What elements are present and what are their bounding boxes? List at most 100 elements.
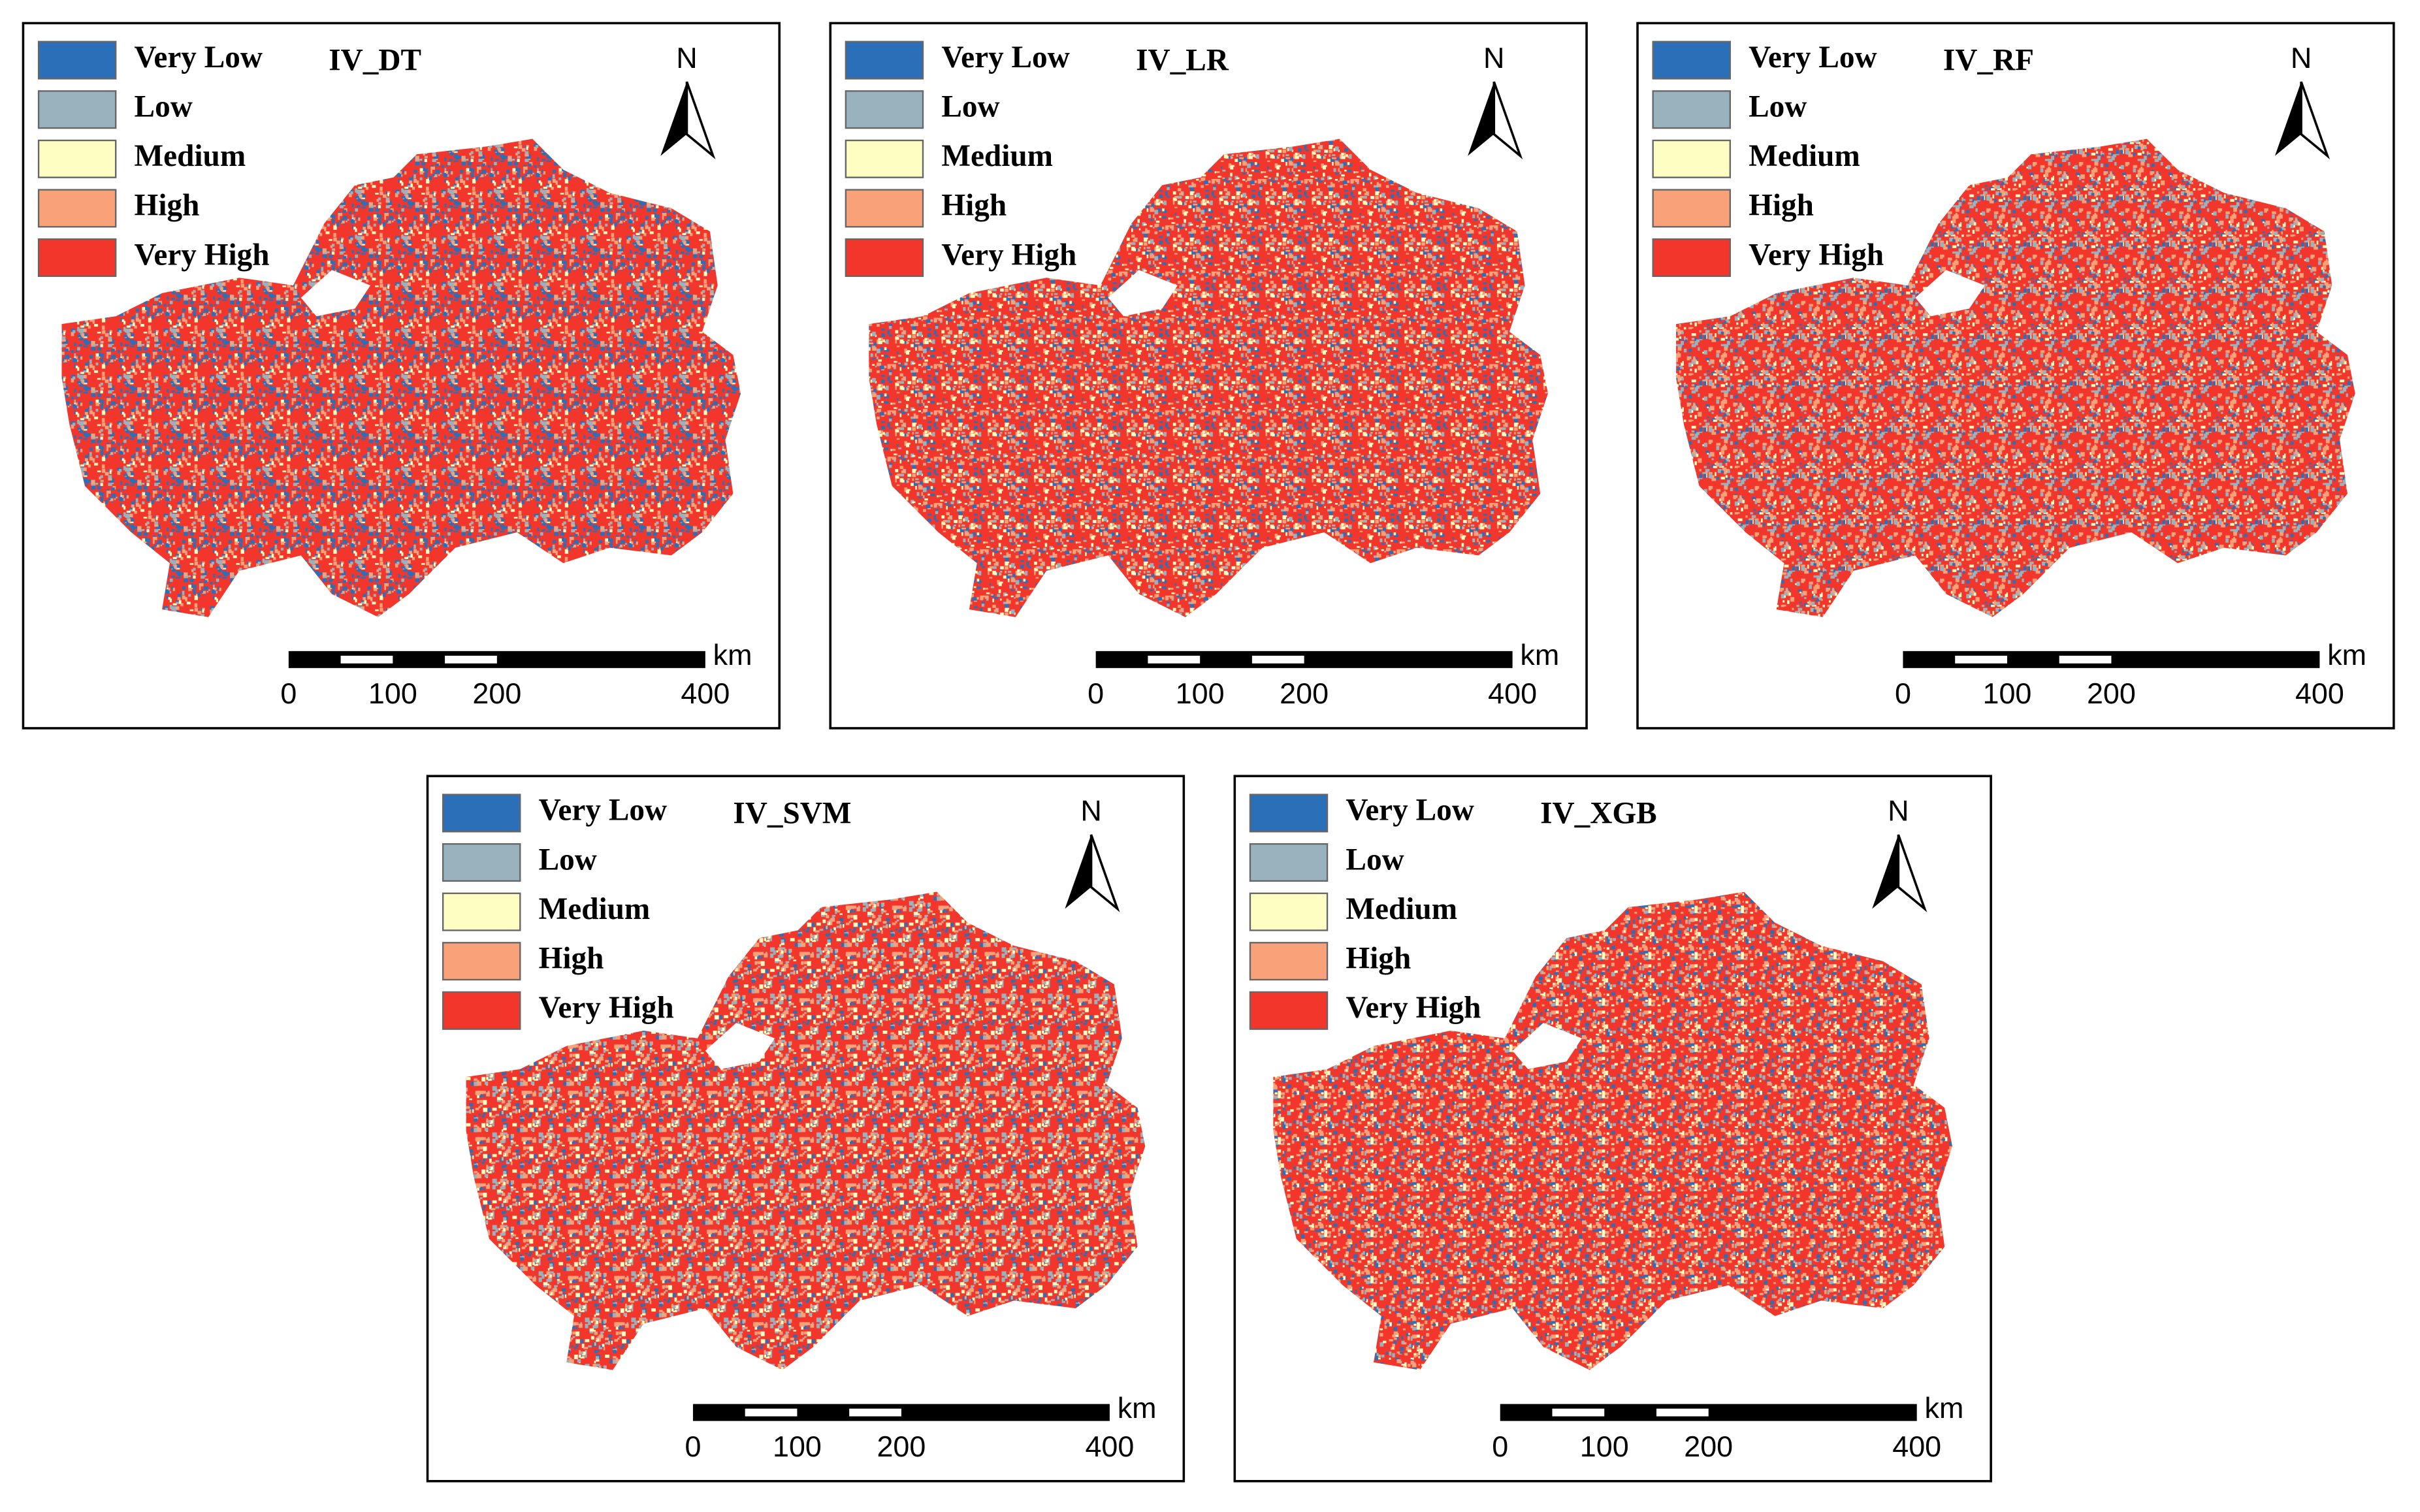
legend-swatch bbox=[845, 238, 924, 278]
legend-label: Very Low bbox=[941, 40, 1069, 74]
region-map bbox=[869, 138, 1548, 617]
legend-label: Medium bbox=[941, 139, 1053, 173]
scale-bar-gap bbox=[849, 1408, 901, 1417]
scale-tick-label: 0 bbox=[685, 1430, 701, 1463]
legend-label: Medium bbox=[1346, 892, 1457, 926]
legend-swatch bbox=[1249, 794, 1329, 833]
legend-label: Very Low bbox=[1749, 40, 1877, 74]
legend-swatch bbox=[1652, 139, 1731, 178]
north-label: N bbox=[1483, 41, 1504, 74]
scale-bar-gap bbox=[745, 1408, 798, 1417]
legend-label: Medium bbox=[1749, 139, 1860, 173]
region-map bbox=[61, 138, 741, 617]
scale-tick-label: 100 bbox=[773, 1430, 822, 1463]
legend-swatch bbox=[37, 238, 117, 278]
scale-tick-label: 400 bbox=[1488, 677, 1537, 710]
north-label: N bbox=[1080, 794, 1101, 828]
panel-title: IV_XGB bbox=[1540, 796, 1657, 830]
legend-label: Very High bbox=[1749, 238, 1884, 272]
scale-unit: km bbox=[1925, 1391, 1964, 1424]
scale-bar-gap bbox=[1656, 1408, 1709, 1417]
scale-bar-gap bbox=[1251, 655, 1304, 664]
scale-tick-label: 100 bbox=[1982, 677, 2031, 710]
legend-swatch bbox=[442, 794, 521, 833]
region-map bbox=[466, 892, 1146, 1370]
legend-swatch bbox=[37, 40, 117, 80]
legend-swatch bbox=[1652, 90, 1731, 129]
map-panel: Very Low Low Medium High Very High IV_DT N 0 100… bbox=[22, 22, 781, 730]
map-panel: Very Low Low Medium High Very High IV_LR N 0 100… bbox=[829, 22, 1588, 730]
north-arrow-left bbox=[1468, 82, 1494, 156]
north-label: N bbox=[2291, 41, 2312, 74]
legend-label: Very Low bbox=[539, 794, 667, 828]
legend-label: Low bbox=[135, 90, 193, 124]
north-arrow-right bbox=[685, 81, 716, 160]
scale-unit: km bbox=[2327, 638, 2366, 671]
north-label: N bbox=[676, 41, 697, 74]
scale-tick-label: 200 bbox=[1684, 1430, 1733, 1463]
region-map bbox=[1273, 892, 1953, 1370]
region-map bbox=[1676, 138, 2355, 617]
legend-swatch bbox=[442, 991, 521, 1030]
scale-tick-label: 400 bbox=[681, 677, 730, 710]
scale-bar-gap bbox=[1552, 1408, 1605, 1417]
scale-tick-label: 200 bbox=[2087, 677, 2136, 710]
north-arrow-left bbox=[1872, 834, 1899, 909]
scale-tick-label: 200 bbox=[472, 677, 521, 710]
legend-swatch bbox=[442, 892, 521, 931]
scale-tick-label: 0 bbox=[1088, 677, 1104, 710]
scale-bar-gap bbox=[1148, 655, 1201, 664]
scale-tick-label: 0 bbox=[1492, 1430, 1508, 1463]
scale-unit: km bbox=[1520, 638, 1559, 671]
legend-label: Medium bbox=[135, 139, 246, 173]
north-arrow-right bbox=[1089, 834, 1120, 912]
scale-unit: km bbox=[713, 638, 752, 671]
scale-tick-label: 0 bbox=[1895, 677, 1911, 710]
legend-swatch bbox=[37, 139, 117, 178]
legend-swatch bbox=[442, 843, 521, 882]
legend-swatch bbox=[845, 90, 924, 129]
panel-title: IV_RF bbox=[1943, 44, 2034, 78]
panel-title: IV_LR bbox=[1136, 44, 1229, 78]
legend-label: Very Low bbox=[1346, 794, 1474, 828]
legend-swatch bbox=[1652, 40, 1731, 80]
north-arrow-right bbox=[1492, 81, 1523, 160]
map-panel: Very Low Low Medium High Very High IV_XGB N 0 10… bbox=[1233, 775, 1992, 1483]
legend-swatch bbox=[442, 942, 521, 981]
legend-label: Low bbox=[1346, 843, 1404, 877]
legend-swatch bbox=[1249, 991, 1329, 1030]
scale-tick-label: 400 bbox=[1085, 1430, 1134, 1463]
legend-label: Very High bbox=[539, 991, 674, 1025]
scale-tick-label: 100 bbox=[1176, 677, 1225, 710]
legend-swatch bbox=[1652, 238, 1731, 278]
scale-tick-label: 100 bbox=[1580, 1430, 1629, 1463]
map-panel: Very Low Low Medium High Very High IV_RF N 0 100… bbox=[1636, 22, 2395, 730]
legend-label: Very High bbox=[941, 238, 1076, 272]
legend-swatch bbox=[845, 189, 924, 228]
panel-title: IV_DT bbox=[329, 44, 421, 78]
legend-swatch bbox=[1249, 843, 1329, 882]
legend-label: High bbox=[941, 189, 1007, 223]
panel-title: IV_SVM bbox=[733, 796, 851, 830]
scale-unit: km bbox=[1118, 1391, 1157, 1424]
scale-bar-gap bbox=[445, 655, 497, 664]
north-arrow-right bbox=[1897, 834, 1928, 912]
scale-tick-label: 400 bbox=[1892, 1430, 1941, 1463]
legend-label: High bbox=[1346, 942, 1411, 976]
legend-swatch bbox=[845, 139, 924, 178]
scale-tick-label: 0 bbox=[280, 677, 297, 710]
scale-tick-label: 200 bbox=[877, 1430, 926, 1463]
scale-bar-gap bbox=[1955, 655, 2007, 664]
north-arrow-left bbox=[660, 82, 687, 156]
scale-tick-label: 200 bbox=[1280, 677, 1329, 710]
legend-label: Medium bbox=[539, 892, 651, 926]
scale-tick-label: 400 bbox=[2295, 677, 2344, 710]
north-arrow-right bbox=[2300, 81, 2331, 160]
legend-swatch bbox=[37, 189, 117, 228]
north-label: N bbox=[1888, 794, 1909, 828]
legend-label: High bbox=[135, 189, 200, 223]
legend-label: Very High bbox=[135, 238, 270, 272]
scale-bar-gap bbox=[340, 655, 393, 664]
